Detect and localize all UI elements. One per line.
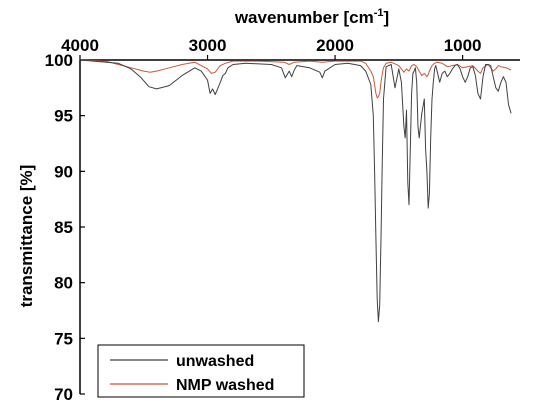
series-layer: [79, 59, 512, 323]
legend-box: [97, 344, 305, 398]
x-axis: 4000 3000 2000 1000: [61, 36, 482, 60]
y-tick-label: 100: [45, 51, 73, 70]
legend-label-unwashed: unwashed: [176, 353, 254, 370]
y-tick-label: 85: [54, 218, 73, 237]
y-tick-label: 70: [54, 385, 73, 404]
y-tick-label: 80: [54, 274, 73, 293]
legend: unwashed NMP washed: [97, 344, 305, 398]
x-tick-label: 2000: [316, 36, 354, 55]
y-axis: 100 95 90 85 80 75 70: [45, 51, 85, 404]
legend-label-nmp-washed: NMP washed: [176, 377, 274, 394]
y-tick-label: 90: [54, 162, 73, 181]
x-tick-label: 4000: [61, 36, 99, 55]
x-tick-label: 1000: [444, 36, 482, 55]
series-line-nmp-washed: [79, 59, 512, 99]
y-axis-title: transmittance [%]: [17, 165, 36, 308]
x-axis-title: wavenumber [cm-1]: [234, 7, 389, 27]
series-line-unwashed: [79, 59, 512, 323]
y-tick-label: 95: [54, 107, 73, 126]
x-tick-label: 3000: [189, 36, 227, 55]
plot-area: [79, 59, 520, 394]
y-tick-label: 75: [54, 329, 73, 348]
